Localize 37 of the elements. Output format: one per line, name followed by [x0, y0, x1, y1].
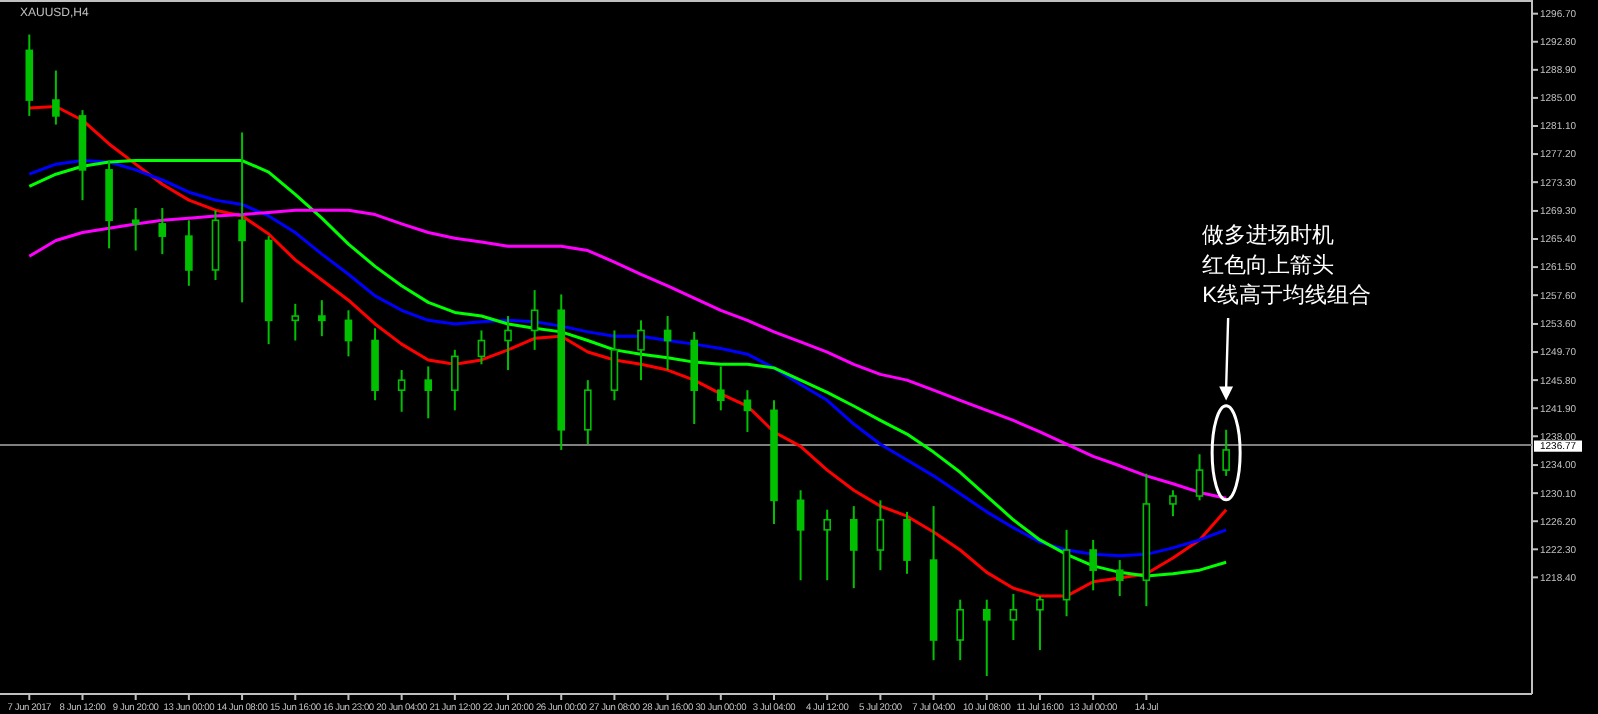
candlestick: [238, 131, 246, 304]
candlestick: [796, 489, 805, 582]
candlestick: [1169, 489, 1177, 518]
candlestick: [1222, 428, 1230, 477]
candlestick: [743, 389, 752, 433]
annotation: K线高于均线组合: [1202, 282, 1371, 308]
candlestick: [903, 510, 911, 575]
candlestick: [1115, 559, 1124, 598]
annotation: 做多进场时机: [1202, 222, 1335, 248]
candlestick: [663, 315, 672, 372]
candlestick: [185, 219, 193, 287]
candlestick: [1009, 592, 1018, 642]
candlestick: [52, 69, 60, 126]
candlestick: [956, 598, 964, 662]
candlestick: [291, 302, 300, 342]
candlestick: [318, 299, 326, 338]
annotation: 红色向上箭头: [1202, 252, 1335, 278]
candlestick: [477, 329, 486, 366]
candlestick: [504, 315, 512, 372]
candlestick: [424, 365, 433, 420]
candlestick: [584, 379, 592, 446]
candlestick: [397, 369, 406, 413]
candlestick: [131, 207, 140, 252]
candlestick: [451, 348, 459, 412]
candlestick: [1089, 538, 1097, 592]
candlestick: [876, 499, 885, 572]
candlestick: [717, 365, 725, 412]
candlestick: [530, 289, 539, 351]
candlestick: [849, 505, 858, 590]
candlestick: [982, 598, 991, 677]
candlestick: [158, 207, 167, 256]
candlestick: [344, 309, 353, 358]
candlestick: [637, 319, 645, 382]
candlestick: [610, 329, 619, 402]
candlestick: [823, 508, 831, 582]
candlestick: [1036, 595, 1044, 652]
candlestick: [1195, 453, 1204, 502]
